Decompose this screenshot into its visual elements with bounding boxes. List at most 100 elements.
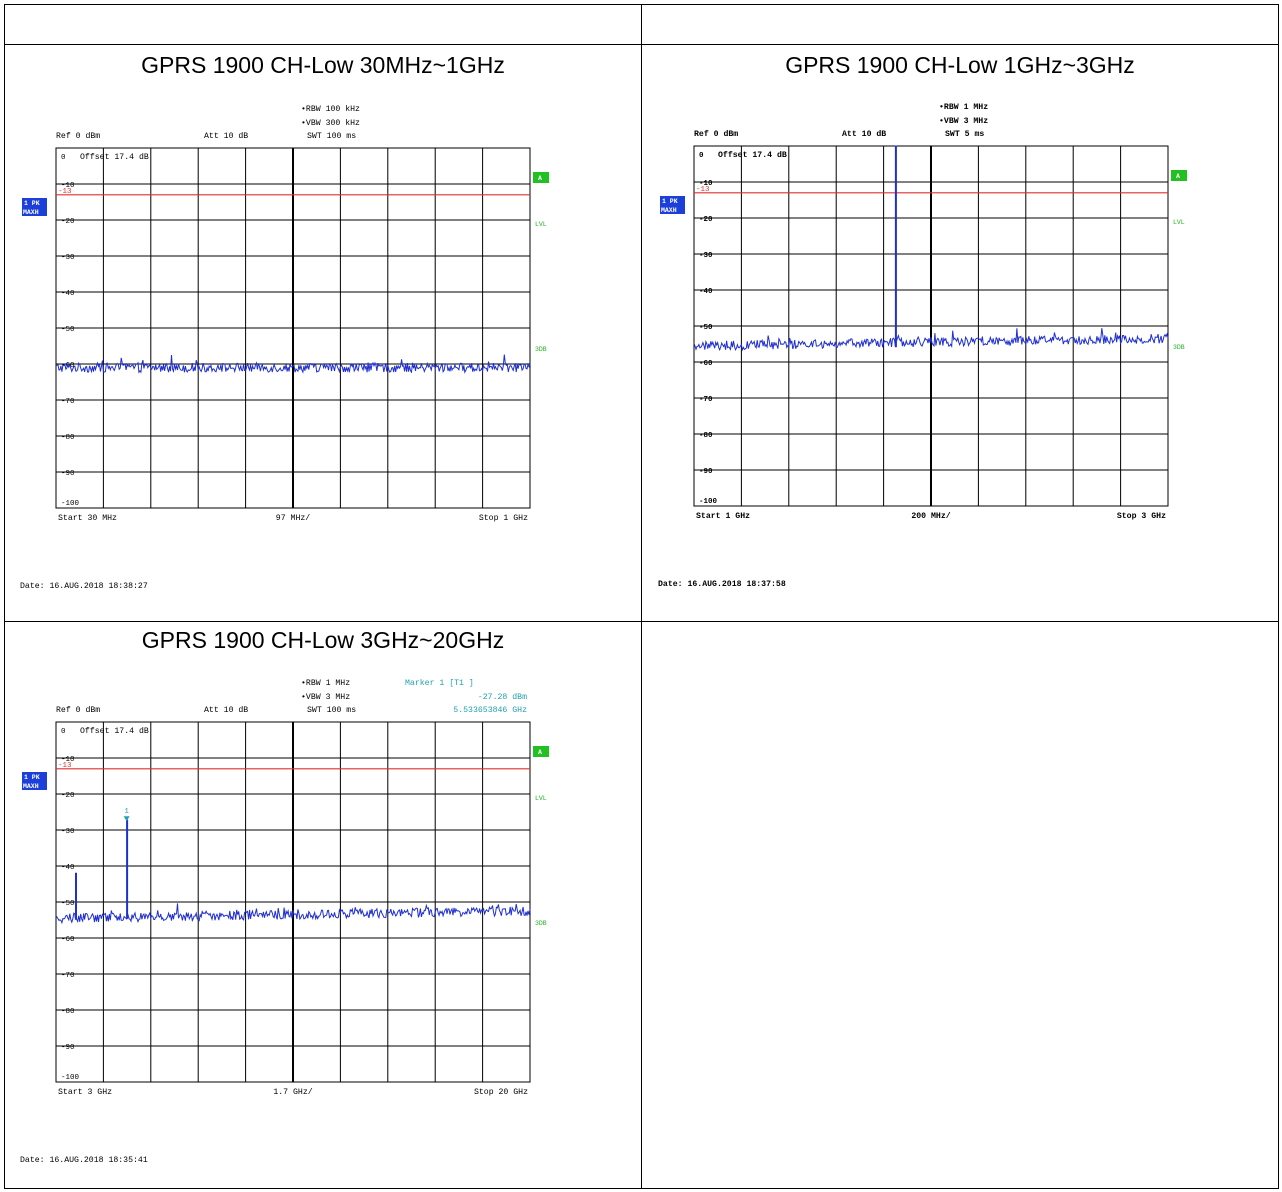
y-tick-label: -70: [61, 972, 75, 980]
amplitude-badge-bg: [1171, 170, 1187, 181]
y-tick-label: 0: [61, 728, 66, 736]
stop-frequency-label: Stop 3 GHz: [1117, 512, 1166, 521]
vbw-label: •VBW 3 MHz: [301, 693, 350, 702]
y-tick-label: 0: [699, 152, 704, 160]
trace-badge-bg: [660, 196, 685, 214]
threedb-badge-label: 3DB: [535, 920, 547, 927]
attenuation-label: Att 10 dB: [204, 131, 248, 141]
spectrum-plot-3-svg: •RBW 1 MHz •VBW 3 MHz SWT 100 ms Ref 0 dBm A…: [20, 678, 549, 1165]
limit-line-label: -13: [58, 762, 72, 770]
amplitude-badge-label: A: [538, 175, 542, 182]
marker-info-name: Marker 1 [T1 ]: [405, 678, 474, 688]
rbw-label: •RBW 1 MHz: [301, 679, 350, 688]
y-tick-label: -60: [61, 936, 75, 944]
spectrum-plot-3: •RBW 1 MHz •VBW 3 MHz SWT 100 ms Ref 0 dBm A…: [14, 674, 564, 1174]
y-tick-label: -30: [61, 254, 75, 262]
limit-line-label: -13: [696, 186, 710, 194]
attenuation-label: Att 10 dB: [204, 705, 248, 715]
y-tick-label: -40: [61, 290, 75, 298]
y-tick-label: -10: [699, 180, 713, 188]
limit-line-label: -13: [58, 188, 72, 196]
trace-badge-detector: MAXH: [23, 783, 39, 790]
y-tick-label: -20: [61, 792, 75, 800]
trace-badge-mode: 1 PK: [24, 200, 40, 207]
stop-frequency-label: Stop 1 GHz: [479, 514, 528, 523]
stop-frequency-label: Stop 20 GHz: [474, 1088, 528, 1097]
panel-title-1: GPRS 1900 CH-Low 30MHz~1GHz: [141, 52, 505, 78]
swt-label: SWT 100 ms: [307, 132, 356, 141]
spectrum-plot-2-svg: •RBW 1 MHz •VBW 3 MHz SWT 5 ms Ref 0 dBm Att…: [658, 103, 1187, 589]
trace-badge-mode: 1 PK: [24, 774, 40, 781]
marker-info-frequency: 5.533653846 GHz: [453, 706, 527, 715]
swt-label: SWT 5 ms: [945, 130, 984, 139]
y-tick-label: -10: [61, 182, 75, 190]
date-label: Date: 16.AUG.2018 18:37:58: [658, 580, 786, 589]
table-border-right: [1278, 4, 1279, 1189]
offset-label: Offset 17.4 dB: [80, 152, 149, 162]
span-per-division-label: 200 MHz/: [911, 511, 950, 521]
level-badge-label: LVL: [535, 221, 547, 228]
y-tick-label: -90: [61, 1044, 75, 1052]
y-tick-label: -80: [61, 1008, 75, 1016]
level-badge-label: LVL: [535, 795, 547, 802]
spectrum-trace: [693, 145, 1169, 352]
y-tick-label: -40: [699, 288, 713, 296]
marker-info-level: -27.28 dBm: [478, 692, 527, 702]
rbw-label: •RBW 100 kHz: [301, 104, 360, 114]
amplitude-badge-label: A: [538, 749, 542, 756]
y-tick-label: -70: [699, 396, 713, 404]
y-tick-label: -90: [699, 468, 713, 476]
y-tick-label: -30: [61, 828, 75, 836]
attenuation-label: Att 10 dB: [842, 129, 886, 139]
y-tick-label: -40: [61, 864, 75, 872]
ref-level-label: Ref 0 dBm: [694, 129, 738, 139]
amplitude-badge-bg: [533, 172, 549, 183]
y-tick-label: -50: [699, 324, 713, 332]
y-tick-label: -60: [699, 360, 713, 368]
threedb-badge-label: 3DB: [535, 346, 547, 353]
ref-level-label: Ref 0 dBm: [56, 705, 100, 715]
span-per-division-label: 97 MHz/: [276, 513, 310, 523]
y-tick-label: -50: [61, 326, 75, 334]
start-frequency-label: Start 1 GHz: [696, 512, 750, 521]
trace-badge-bg: [22, 198, 47, 216]
offset-label: Offset 17.4 dB: [80, 726, 149, 736]
marker-1-triangle: [123, 816, 130, 822]
offset-label: Offset 17.4 dB: [718, 150, 787, 160]
spectrum-trace: [55, 354, 531, 374]
panel-title-2: GPRS 1900 CH-Low 1GHz~3GHz: [785, 52, 1135, 78]
vbw-label: •VBW 300 kHz: [301, 118, 360, 128]
rbw-label: •RBW 1 MHz: [939, 103, 988, 112]
y-tick-label: 0: [61, 154, 66, 162]
trace-badge-bg: [22, 772, 47, 790]
y-tick-label: -50: [61, 900, 75, 908]
threedb-badge-label: 3DB: [1173, 344, 1185, 351]
spectrum-plot-1-svg: •RBW 100 kHz •VBW 300 kHz SWT 100 ms Ref 0 …: [20, 104, 549, 591]
spectrum-trace: [55, 819, 531, 925]
date-label: Date: 16.AUG.2018 18:35:41: [20, 1156, 148, 1165]
y-tick-label: -80: [61, 434, 75, 442]
amplitude-badge-bg: [533, 746, 549, 757]
y-tick-label: -100: [61, 500, 80, 508]
y-tick-label: -10: [61, 756, 75, 764]
y-tick-label: -20: [699, 216, 713, 224]
y-tick-label: -30: [699, 252, 713, 260]
span-per-division-label: 1.7 GHz/: [273, 1087, 312, 1097]
amplitude-badge-label: A: [1176, 173, 1180, 180]
y-tick-label: -70: [61, 398, 75, 406]
y-tick-label: -100: [699, 498, 718, 506]
vbw-label: •VBW 3 MHz: [939, 117, 988, 126]
table-border-center: [641, 4, 642, 1189]
marker-1-label: 1: [124, 808, 129, 816]
y-tick-label: -20: [61, 218, 75, 226]
trace-badge-mode: 1 PK: [662, 198, 678, 205]
start-frequency-label: Start 30 MHz: [58, 514, 117, 523]
y-tick-label: -100: [61, 1074, 80, 1082]
spectrum-plot-1: •RBW 100 kHz •VBW 300 kHz SWT 100 ms Ref 0 …: [14, 100, 564, 600]
level-badge-label: LVL: [1173, 219, 1185, 226]
ref-level-label: Ref 0 dBm: [56, 131, 100, 141]
start-frequency-label: Start 3 GHz: [58, 1088, 112, 1097]
trace-badge-detector: MAXH: [661, 207, 677, 214]
panel-title-3: GPRS 1900 CH-Low 3GHz~20GHz: [141, 627, 505, 653]
trace-badge-detector: MAXH: [23, 209, 39, 216]
